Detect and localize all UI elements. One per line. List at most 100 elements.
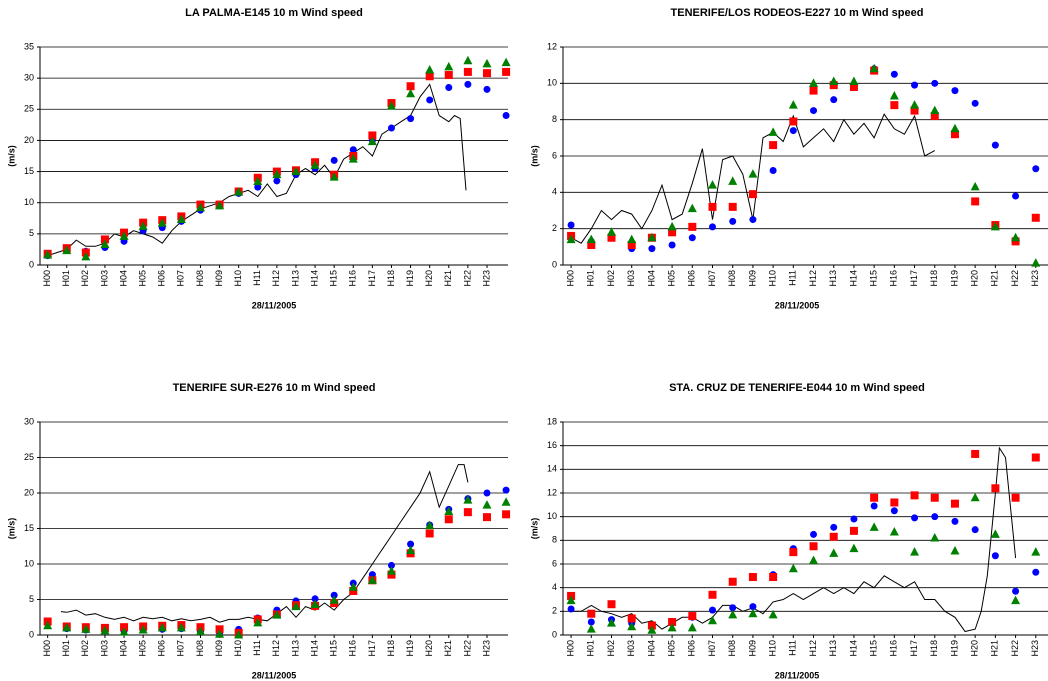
- y-axis-label: (m/s): [6, 145, 16, 167]
- point-circle: [931, 79, 939, 87]
- point-triangle: [43, 620, 53, 630]
- x-axis-label: 28/11/2005: [252, 300, 297, 310]
- x-tick-label: H15: [869, 640, 879, 657]
- point-square: [748, 190, 757, 199]
- x-tick-label: H02: [80, 640, 90, 657]
- x-tick-label: H06: [687, 270, 697, 287]
- x-tick-label: H20: [424, 640, 434, 657]
- point-circle: [387, 124, 395, 132]
- y-tick-label: 2: [552, 223, 557, 233]
- point-square: [502, 510, 511, 519]
- point-square: [849, 526, 858, 535]
- x-tick-label: H23: [1030, 640, 1040, 657]
- point-circle: [951, 517, 959, 525]
- point-triangle: [195, 626, 205, 635]
- y-tick-label: 5: [29, 594, 34, 604]
- point-square: [444, 515, 453, 524]
- point-triangle: [809, 555, 819, 564]
- point-triangle: [119, 627, 129, 636]
- point-square: [910, 491, 919, 500]
- point-circle: [502, 112, 510, 120]
- point-circle: [464, 80, 472, 88]
- x-tick-label: H19: [405, 270, 415, 287]
- y-tick-label: 0: [552, 629, 557, 639]
- x-tick-label: H03: [626, 640, 636, 657]
- point-square: [930, 493, 939, 502]
- point-triangle: [708, 180, 718, 189]
- point-triangle: [406, 88, 416, 98]
- point-circle: [991, 141, 999, 149]
- x-tick-label: H01: [586, 270, 596, 287]
- point-square: [406, 82, 415, 91]
- point-circle: [951, 87, 959, 95]
- x-tick-label: H23: [481, 640, 491, 657]
- point-triangle: [406, 545, 416, 555]
- x-tick-label: H14: [848, 270, 858, 287]
- x-tick-label: H08: [195, 640, 205, 657]
- x-tick-label: H10: [233, 640, 243, 657]
- point-square: [587, 609, 596, 618]
- point-square: [789, 548, 798, 557]
- point-square: [870, 493, 879, 502]
- point-triangle: [81, 251, 91, 261]
- point-triangle: [687, 622, 697, 632]
- x-tick-label: H04: [646, 640, 656, 657]
- point-square: [950, 130, 959, 139]
- point-triangle: [768, 127, 778, 136]
- x-tick-label: H00: [565, 270, 575, 287]
- x-tick-label: H04: [118, 640, 128, 657]
- point-square: [1011, 493, 1020, 502]
- point-square: [829, 532, 838, 541]
- point-circle: [789, 127, 797, 135]
- x-tick-label: H04: [118, 270, 128, 287]
- y-axis-label: (m/s): [6, 518, 16, 540]
- point-square: [950, 499, 959, 508]
- point-triangle: [119, 231, 129, 240]
- x-tick-label: H21: [990, 270, 1000, 287]
- point-square: [668, 228, 677, 237]
- point-circle: [850, 515, 858, 523]
- point-circle: [911, 514, 919, 522]
- point-triangle: [566, 595, 576, 605]
- point-triangle: [195, 202, 205, 212]
- point-triangle: [367, 136, 377, 146]
- point-circle: [483, 85, 491, 93]
- point-circle: [502, 486, 510, 494]
- y-tick-label: 30: [24, 73, 34, 83]
- x-tick-label: H07: [707, 640, 717, 657]
- point-square: [708, 202, 717, 211]
- x-tick-label: H18: [386, 640, 396, 657]
- point-triangle: [1011, 232, 1021, 242]
- x-tick-label: H05: [138, 270, 148, 287]
- chart-title: TENERIFE SUR-E276 10 m Wind speed: [173, 382, 376, 394]
- point-triangle: [728, 176, 738, 185]
- x-tick-label: H19: [405, 640, 415, 657]
- point-triangle: [501, 57, 511, 67]
- point-triangle: [348, 582, 358, 591]
- x-tick-label: H17: [909, 270, 919, 287]
- point-triangle: [272, 610, 282, 619]
- y-tick-label: 5: [29, 228, 34, 238]
- point-triangle: [788, 100, 798, 109]
- point-triangle: [990, 221, 1000, 231]
- point-square: [971, 197, 980, 206]
- point-circle: [407, 115, 415, 123]
- point-triangle: [768, 609, 778, 619]
- y-tick-label: 20: [24, 135, 34, 145]
- point-triangle: [606, 618, 616, 627]
- x-tick-label: H12: [271, 270, 281, 287]
- x-tick-label: H20: [424, 270, 434, 287]
- point-triangle: [809, 78, 819, 87]
- point-triangle: [425, 520, 435, 530]
- point-circle: [688, 234, 696, 242]
- y-tick-label: 16: [547, 440, 557, 450]
- point-circle: [769, 167, 777, 175]
- x-tick-label: H05: [666, 640, 676, 657]
- point-square: [502, 67, 511, 76]
- point-triangle: [310, 160, 320, 169]
- point-circle: [668, 241, 676, 249]
- y-axis-label: (m/s): [529, 145, 539, 167]
- x-tick-label: H05: [666, 270, 676, 287]
- y-tick-label: 25: [24, 104, 34, 114]
